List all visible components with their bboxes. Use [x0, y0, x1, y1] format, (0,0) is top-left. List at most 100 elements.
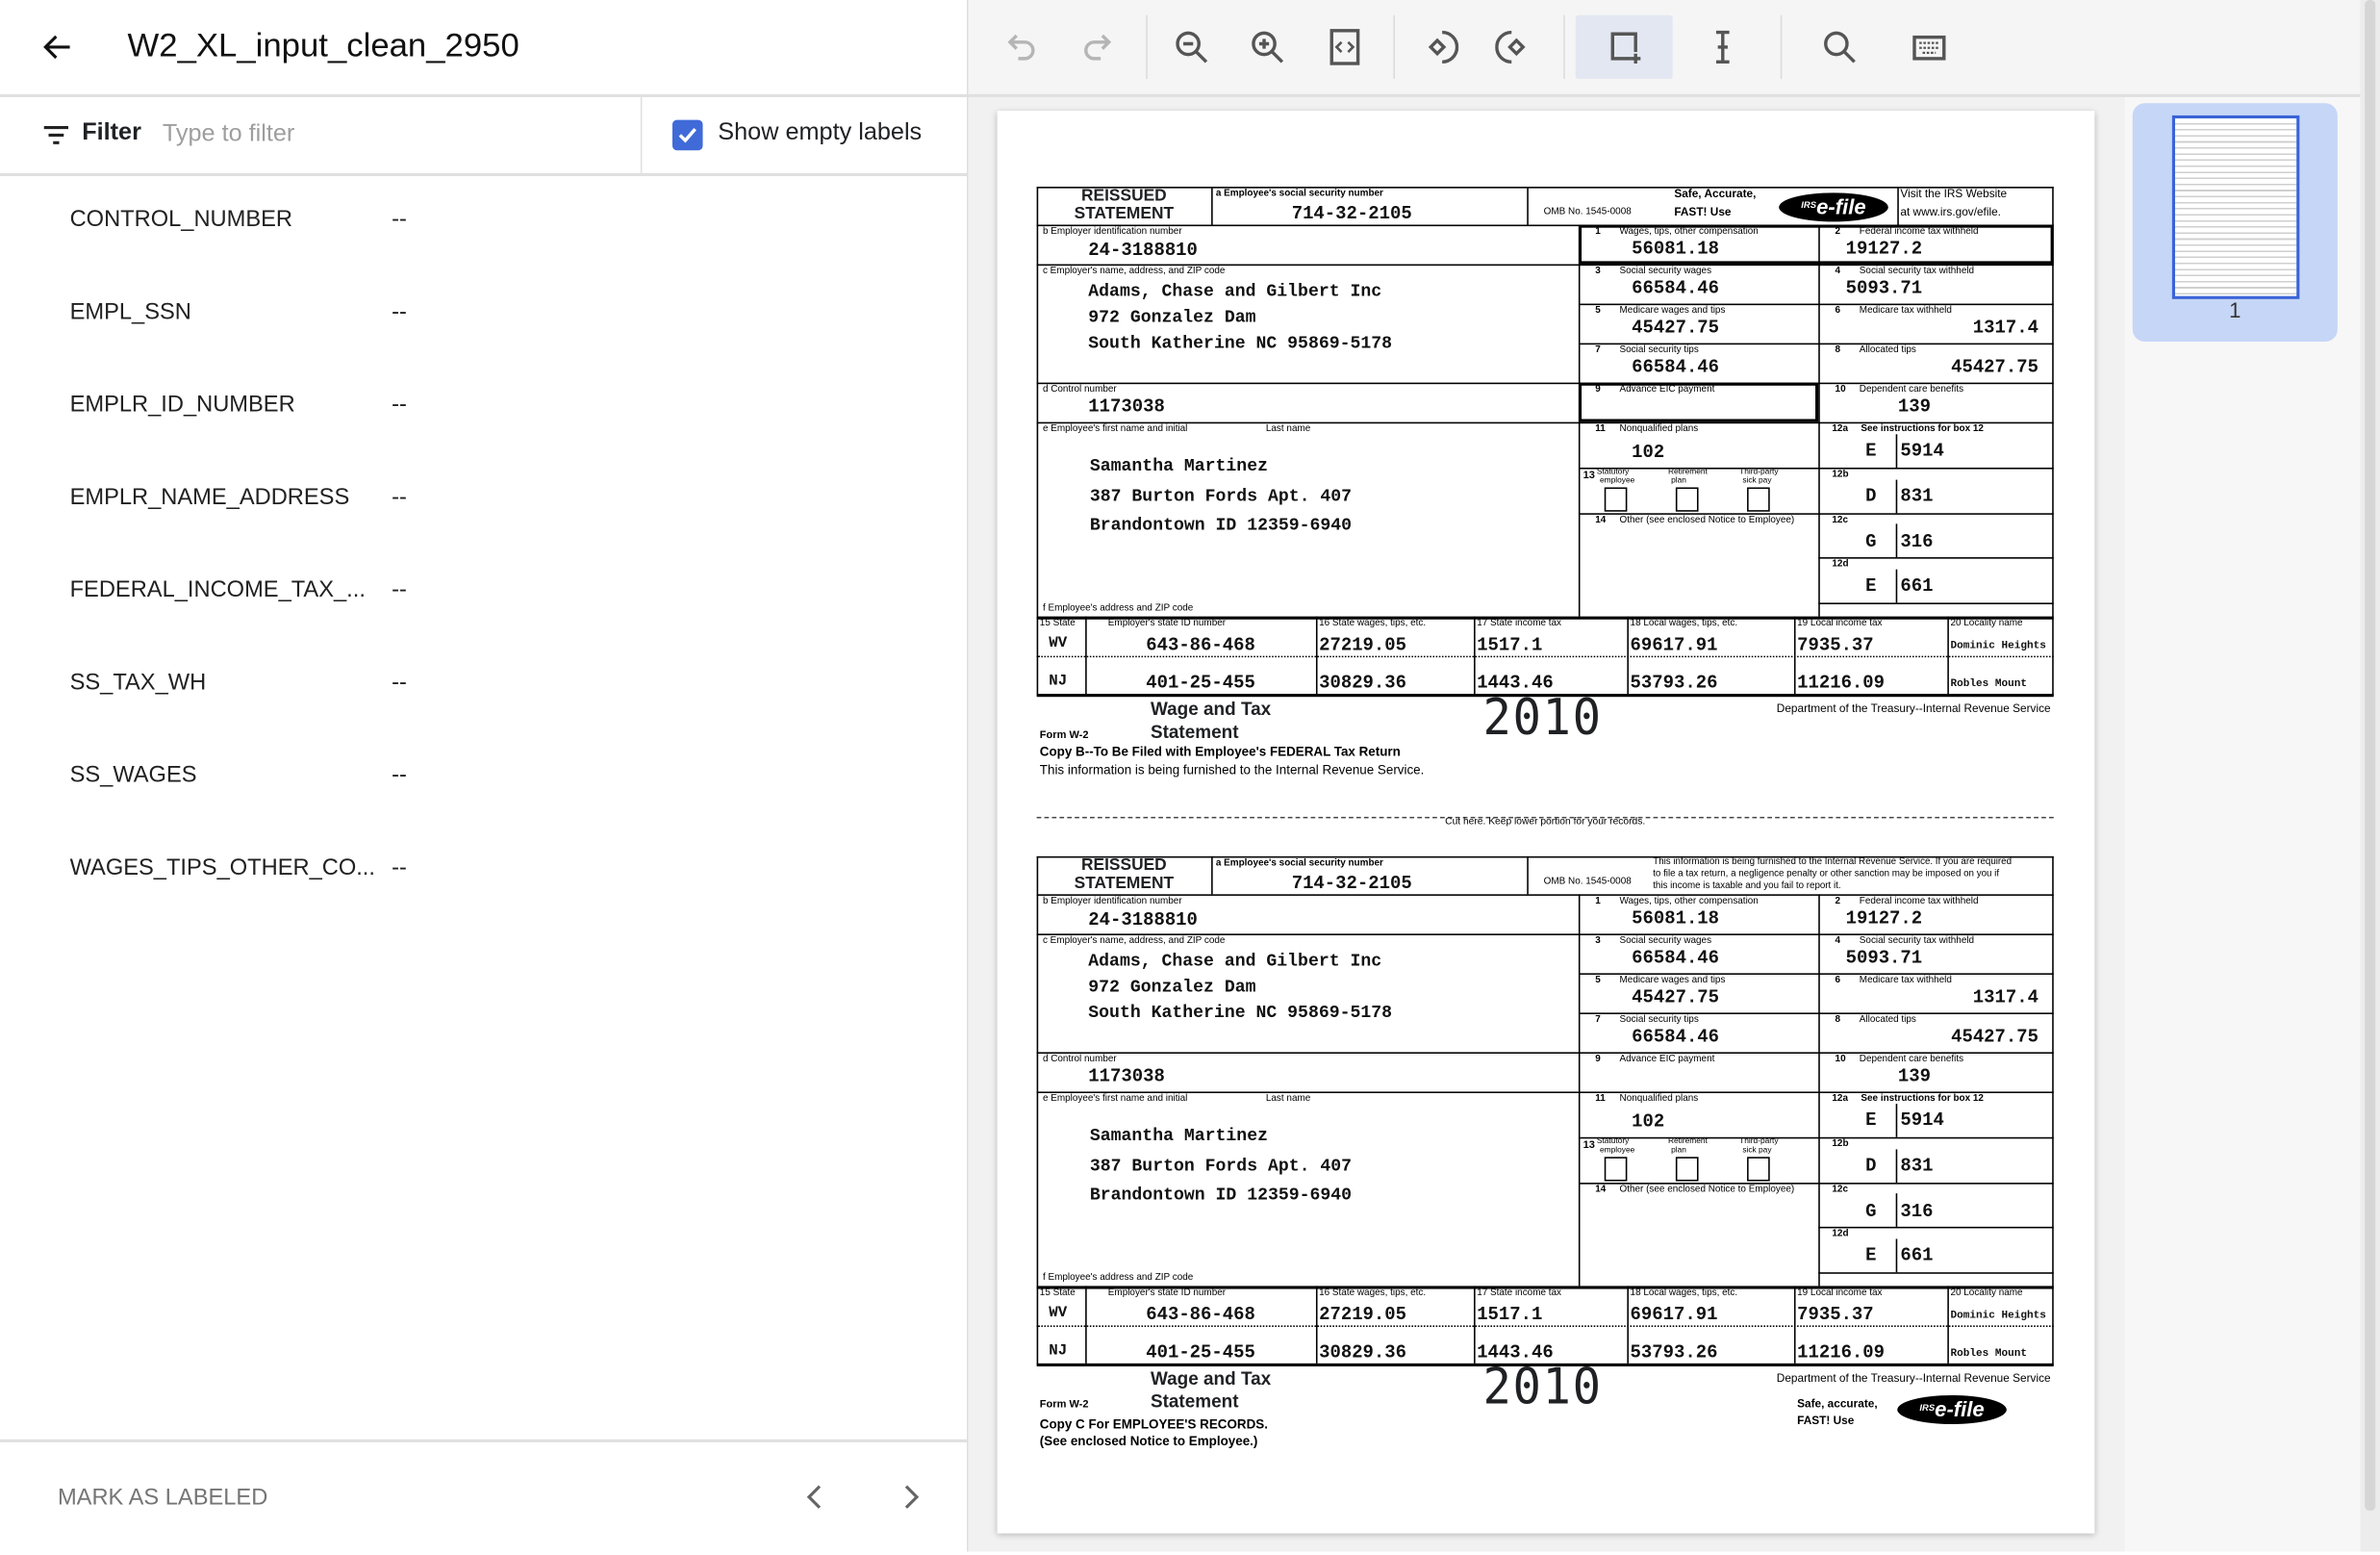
- box13-checkbox[interactable]: [1604, 487, 1628, 512]
- rotate-left-button[interactable]: [1411, 20, 1466, 75]
- filter-icon: [43, 125, 69, 144]
- state-cell: 7935.37: [1797, 1304, 1874, 1326]
- box13-number: 13: [1582, 471, 1595, 482]
- copy-b-line: This information is being furnished to t…: [1039, 762, 1425, 778]
- box12-code: E: [1865, 574, 1877, 598]
- label-row[interactable]: FEDERAL_INCOME_TAX_... --: [0, 545, 967, 637]
- box13-option-label: Third-party: [1739, 467, 1779, 477]
- keyboard-shortcuts-button[interactable]: [1902, 20, 1957, 75]
- box-number: 9: [1595, 384, 1601, 395]
- box12-amount: 661: [1900, 574, 1934, 598]
- state-cell: 1443.46: [1477, 672, 1554, 695]
- state-header: 15 State: [1039, 618, 1076, 629]
- box13-checkbox[interactable]: [1675, 1157, 1699, 1182]
- form-line: [1315, 1286, 1318, 1364]
- redo-button[interactable]: [1070, 20, 1125, 75]
- box-label: Social security tips: [1619, 1013, 1699, 1026]
- label-row[interactable]: EMPLR_NAME_ADDRESS --: [0, 452, 967, 545]
- label-row[interactable]: EMPL_SSN --: [0, 268, 967, 360]
- search-button[interactable]: [1812, 20, 1867, 75]
- label-name: SS_WAGES: [69, 762, 197, 788]
- box-value: 45427.75: [1951, 1026, 2038, 1048]
- box12-amount: 831: [1900, 1155, 1934, 1177]
- box-highlight: [1578, 224, 2054, 265]
- bounding-box-icon: [1610, 32, 1641, 64]
- efile-logo-text: e-file: [1935, 1396, 1985, 1421]
- document-page[interactable]: [997, 111, 2095, 1534]
- copy-c-notice: This information is being furnished to t…: [1653, 855, 2013, 867]
- form-line: [1895, 569, 1898, 603]
- form-line: [1818, 224, 1820, 617]
- form-line: [1947, 1286, 1949, 1364]
- form-line: [1036, 1052, 2054, 1054]
- label-row[interactable]: EMPLR_ID_NUMBER --: [0, 360, 967, 452]
- label-row[interactable]: CONTROL_NUMBER --: [0, 174, 967, 267]
- form-line: [1036, 694, 2054, 697]
- box-number: 11: [1595, 1093, 1606, 1105]
- form-line: [1578, 303, 2054, 306]
- box-value: 56081.18: [1632, 907, 1720, 930]
- state-cell: 401-25-455: [1146, 1341, 1255, 1364]
- state-header: 18 Local wages, tips, etc.: [1630, 1287, 1738, 1299]
- scrollbar-thumb[interactable]: [2365, 0, 2376, 1511]
- filter-input[interactable]: [159, 114, 621, 157]
- box-label: Dependent care benefits: [1859, 1053, 1964, 1065]
- form-line: [1036, 1363, 2054, 1366]
- box13-checkbox[interactable]: [1747, 487, 1770, 512]
- page-thumbnail-1[interactable]: 1: [2132, 103, 2338, 343]
- state-cell: 27219.05: [1319, 634, 1407, 656]
- show-empty-labels-checkbox[interactable]: [671, 119, 703, 151]
- rotate-right-icon: [1495, 30, 1526, 64]
- box12-amount: 316: [1900, 1201, 1934, 1223]
- form-line: [1895, 1238, 1898, 1273]
- state-cell: NJ: [1049, 1343, 1068, 1361]
- form-line: [1036, 655, 2054, 659]
- form-line: [1085, 1286, 1087, 1364]
- box13-option-label: Retirement: [1668, 1136, 1708, 1147]
- box12-code: D: [1865, 1155, 1877, 1177]
- next-document-chevron-icon[interactable]: [894, 1479, 927, 1516]
- box-label: Social security wages: [1619, 266, 1712, 277]
- form-line: [1036, 616, 2054, 619]
- form-line: [1947, 616, 1949, 695]
- bottom-bar: MARK AS LABELED: [0, 1439, 968, 1555]
- mark-as-labeled-button[interactable]: MARK AS LABELED: [57, 1485, 268, 1511]
- state-header: 18 Local wages, tips, etc.: [1630, 618, 1738, 629]
- statement-heading: STATEMENT: [1074, 874, 1175, 893]
- form-line: [1818, 1226, 2054, 1229]
- box13-checkbox[interactable]: [1747, 1157, 1770, 1182]
- state-cell: WV: [1049, 636, 1068, 653]
- label-row[interactable]: SS_TAX_WH --: [0, 638, 967, 730]
- box-label: Dependent care benefits: [1859, 384, 1964, 395]
- bounding-box-tool-button[interactable]: [1575, 14, 1673, 80]
- zoom-out-button[interactable]: [1164, 20, 1219, 75]
- document-title: W2_XL_input_clean_2950: [127, 25, 519, 64]
- search-icon: [1824, 31, 1856, 64]
- box13-checkbox[interactable]: [1604, 1157, 1628, 1182]
- text-select-icon: [1715, 30, 1730, 64]
- show-empty-labels-label[interactable]: Show empty labels: [718, 119, 923, 146]
- text-select-button[interactable]: [1695, 20, 1750, 75]
- box-number: 7: [1595, 344, 1601, 356]
- employee-name-address: Samantha Martinez: [1089, 456, 1268, 477]
- zoom-in-button[interactable]: [1240, 20, 1295, 75]
- previous-document-chevron-icon[interactable]: [798, 1479, 832, 1516]
- form-line: [1895, 1104, 1898, 1137]
- divider: [640, 96, 643, 173]
- fit-page-button[interactable]: [1318, 20, 1373, 75]
- undo-button[interactable]: [994, 20, 1049, 75]
- state-header: Employer's state ID number: [1107, 1287, 1227, 1299]
- state-header: 16 State wages, tips, etc.: [1319, 1287, 1427, 1299]
- box-label: Social security tips: [1619, 344, 1699, 356]
- state-cell: 1443.46: [1477, 1341, 1554, 1364]
- box12-amount: 5914: [1900, 1109, 1944, 1132]
- control-number-value: 1173038: [1088, 395, 1165, 418]
- form-line: [1036, 816, 2054, 819]
- label-row[interactable]: SS_WAGES --: [0, 730, 967, 823]
- back-arrow-icon[interactable]: [39, 29, 76, 65]
- state-header: 20 Locality name: [1950, 1287, 2023, 1299]
- label-row[interactable]: WAGES_TIPS_OTHER_CO... --: [0, 823, 967, 915]
- form-line: [1036, 382, 2054, 385]
- box13-checkbox[interactable]: [1675, 487, 1699, 512]
- rotate-right-button[interactable]: [1487, 20, 1542, 75]
